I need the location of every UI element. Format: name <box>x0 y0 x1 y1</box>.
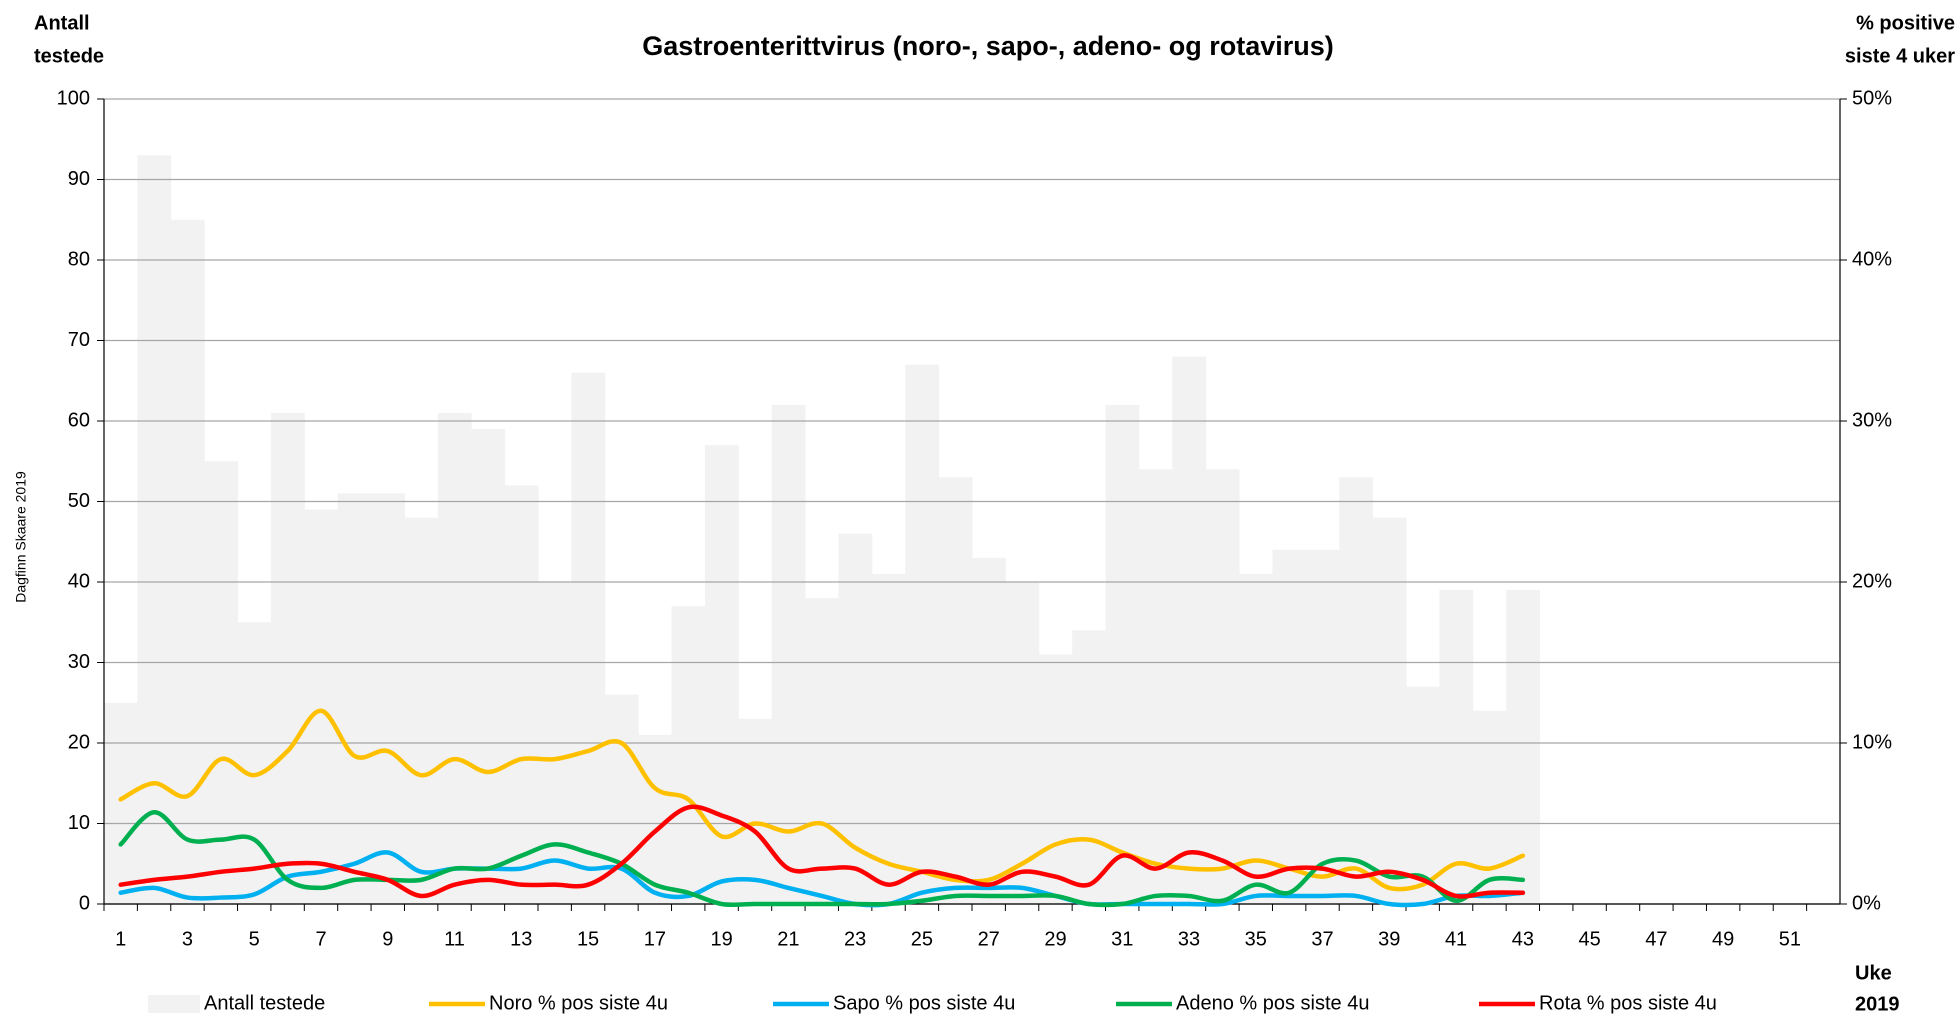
bar <box>170 219 205 904</box>
bar <box>1472 710 1507 904</box>
x-tick-label: 7 <box>315 928 326 950</box>
bar <box>771 404 806 904</box>
legend-label: Antall testede <box>204 992 325 1014</box>
y-tick-label: 20 <box>68 731 90 753</box>
bar <box>1239 573 1273 904</box>
x-tick-label: 23 <box>844 928 866 950</box>
x-axis-label: 2019 <box>1855 993 1900 1015</box>
y-tick-label: 0 <box>79 892 90 914</box>
x-tick-label: 21 <box>777 928 799 950</box>
bar <box>1272 549 1307 904</box>
x-tick-label: 33 <box>1178 928 1200 950</box>
x-tick-label: 1 <box>115 928 126 950</box>
x-tick-label: 37 <box>1311 928 1333 950</box>
x-tick-label: 29 <box>1044 928 1066 950</box>
x-tick-label: 13 <box>510 928 532 950</box>
x-tick-label: 39 <box>1378 928 1400 950</box>
legend-label: Sapo % pos siste 4u <box>833 992 1015 1014</box>
y-tick-label: 30 <box>68 651 90 673</box>
legend-label: Noro % pos siste 4u <box>489 992 668 1014</box>
bar <box>738 718 773 904</box>
bar <box>871 573 906 904</box>
bar <box>104 702 138 904</box>
x-tick-label: 17 <box>644 928 666 950</box>
watermark: Dagfinn Skaare 2019 <box>13 471 29 603</box>
bar <box>1339 477 1374 904</box>
bar <box>805 598 839 904</box>
x-axis-label: Uke <box>1855 962 1892 984</box>
bar <box>938 477 973 904</box>
bar <box>838 533 873 904</box>
bar <box>471 429 506 904</box>
y-tick-label: 50 <box>68 490 90 512</box>
y2-tick-label: 40% <box>1852 248 1892 270</box>
y2-tick-label: 0% <box>1852 892 1881 914</box>
bar <box>337 493 372 904</box>
x-tick-label: 5 <box>249 928 260 950</box>
line <box>118 809 1526 908</box>
x-tick-label: 51 <box>1779 928 1801 950</box>
x-tick-label: 35 <box>1245 928 1267 950</box>
y2-tick-label: 50% <box>1852 87 1892 109</box>
x-tick-label: 49 <box>1712 928 1734 950</box>
bar <box>571 372 606 904</box>
x-tick-label: 3 <box>182 928 193 950</box>
bar <box>1038 654 1073 904</box>
chart-title: Gastroenterittvirus (noro-, sapo-, adeno… <box>642 31 1334 61</box>
y-tick-label: 40 <box>68 570 90 592</box>
legend-swatch <box>148 995 200 1013</box>
x-tick-label: 11 <box>444 928 465 950</box>
y-axis-label: Antall <box>34 12 90 34</box>
y-tick-label: 70 <box>68 329 90 351</box>
x-tick-label: 41 <box>1445 928 1467 950</box>
bar <box>137 155 172 905</box>
y2-tick-label: 30% <box>1852 409 1892 431</box>
legend-label: Adeno % pos siste 4u <box>1176 992 1369 1014</box>
bar <box>504 485 539 904</box>
line <box>118 850 1526 908</box>
bar <box>972 557 1006 904</box>
line <box>118 804 1526 899</box>
bar <box>671 606 706 904</box>
y-tick-label: 100 <box>57 87 90 109</box>
bar <box>371 493 405 904</box>
bar <box>1138 469 1173 904</box>
bar <box>404 517 439 904</box>
bar <box>237 622 272 904</box>
bar <box>1372 517 1407 904</box>
x-tick-label: 43 <box>1512 928 1534 950</box>
bar <box>1305 549 1340 904</box>
x-tick-label: 15 <box>577 928 599 950</box>
x-tick-label: 27 <box>978 928 1000 950</box>
bar <box>437 412 472 904</box>
x-tick-label: 45 <box>1578 928 1600 950</box>
y2-tick-label: 20% <box>1852 570 1892 592</box>
x-tick-label: 47 <box>1645 928 1667 950</box>
bar <box>1172 356 1207 905</box>
y-tick-label: 80 <box>68 248 90 270</box>
x-tick-label: 19 <box>710 928 732 950</box>
y-tick-label: 10 <box>68 812 90 834</box>
bar <box>1105 404 1140 904</box>
y2-axis-label: % positive <box>1856 12 1955 34</box>
bar <box>905 364 940 904</box>
y-axis-label: testede <box>34 45 104 67</box>
bar <box>1205 469 1240 904</box>
x-tick-label: 31 <box>1111 928 1133 950</box>
bar <box>304 509 339 904</box>
y-tick-label: 60 <box>68 409 90 431</box>
y-tick-label: 90 <box>68 168 90 190</box>
bar <box>1072 630 1107 904</box>
y2-axis-label: siste 4 uker <box>1845 45 1955 67</box>
bar <box>1406 686 1440 904</box>
x-tick-label: 25 <box>911 928 933 950</box>
bar <box>1506 590 1541 904</box>
bar <box>1439 590 1474 904</box>
bar <box>204 461 239 904</box>
bar <box>270 412 305 904</box>
x-tick-label: 9 <box>382 928 393 950</box>
legend-label: Rota % pos siste 4u <box>1539 992 1717 1014</box>
y2-tick-label: 10% <box>1852 731 1892 753</box>
